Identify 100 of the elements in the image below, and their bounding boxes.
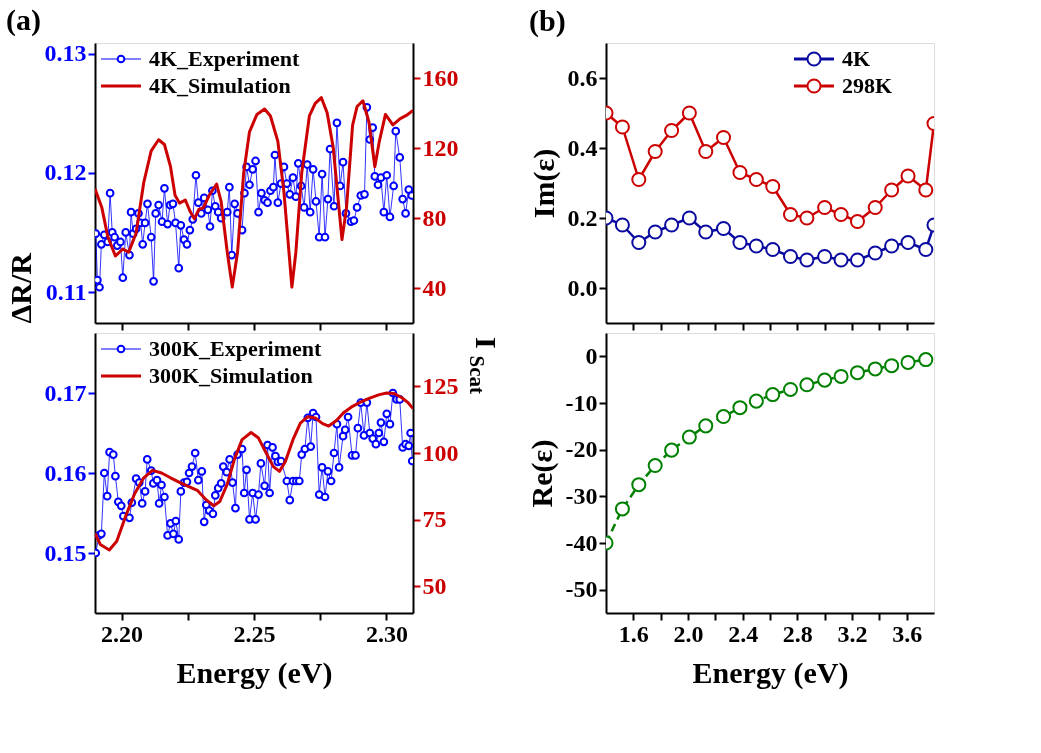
- point: [647, 143, 663, 160]
- y-tick-label: -40: [565, 529, 598, 556]
- point: [918, 241, 934, 258]
- point: [631, 171, 647, 188]
- y-tick-label: 0.15: [44, 539, 87, 566]
- point: [614, 217, 630, 233]
- point: [817, 248, 833, 265]
- y-tick-label: 0.6: [567, 64, 598, 91]
- x-tick-label: 2.8: [782, 620, 813, 647]
- y-tick-label: 0.17: [44, 379, 87, 406]
- y-tick-label: 0: [585, 342, 598, 369]
- y-axis-title: Re(ε): [524, 439, 559, 508]
- point: [884, 182, 900, 198]
- legend-label: 298K: [842, 73, 893, 98]
- y-tick-label: -20: [565, 436, 598, 463]
- point: [782, 248, 799, 265]
- point: [918, 352, 934, 368]
- legend-label: 300K_Experiment: [149, 336, 322, 361]
- point: [884, 358, 900, 374]
- y-tick-label: -50: [565, 576, 598, 603]
- point: [900, 234, 916, 251]
- y-tick-label: -10: [565, 389, 598, 416]
- point: [647, 458, 663, 474]
- point: [681, 105, 697, 121]
- legend-label: 4K_Simulation: [149, 73, 291, 98]
- point: [833, 252, 849, 268]
- point: [664, 122, 680, 139]
- y-tick-label: 0.12: [44, 159, 87, 186]
- point: [614, 119, 630, 135]
- point: [867, 245, 883, 261]
- point: [849, 213, 865, 230]
- point: [631, 477, 647, 493]
- point: [849, 365, 865, 381]
- x-tick-label: 3.6: [892, 620, 923, 647]
- y2-tick-label: 120: [422, 134, 459, 161]
- point: [698, 224, 714, 240]
- point: [782, 206, 799, 223]
- point: [817, 199, 833, 216]
- point: [748, 171, 764, 188]
- x-axis-title: Energy (eV): [176, 655, 333, 690]
- point: [833, 206, 849, 223]
- y-tick-label: 0.0: [567, 274, 598, 301]
- y2-tick-label: 80: [422, 204, 447, 231]
- point: [614, 501, 630, 517]
- point: [817, 372, 833, 388]
- point: [900, 168, 916, 184]
- point: [782, 381, 799, 397]
- y-axis-title: ΔR/R: [3, 252, 37, 324]
- y-tick-label: 0.2: [567, 204, 598, 231]
- x-tick-label: 2.20: [101, 620, 143, 647]
- point: [732, 164, 748, 181]
- y2-tick-label: 50: [422, 572, 447, 599]
- point: [664, 217, 680, 233]
- chart-title: (b): [529, 4, 566, 38]
- point: [799, 377, 815, 393]
- point: [799, 252, 815, 268]
- y-tick-label: 0.11: [45, 278, 87, 305]
- y2-tick-label: 40: [422, 274, 447, 301]
- point: [918, 182, 934, 198]
- y2-tick-label: 160: [422, 64, 459, 91]
- y2-axis-title: IScat: [465, 337, 503, 394]
- x-tick-label: 1.6: [618, 620, 649, 647]
- point: [884, 238, 900, 254]
- point: [716, 129, 732, 146]
- x-axis-title: Energy (eV): [692, 655, 849, 690]
- x-tick-label: 2.4: [728, 620, 759, 647]
- y2-tick-label: 125: [422, 372, 459, 399]
- point: [867, 361, 883, 377]
- y-tick-label: -30: [565, 482, 598, 509]
- legend-label: 4K: [842, 46, 871, 71]
- point: [900, 354, 916, 370]
- y2-tick-label: 100: [422, 439, 459, 466]
- y-axis-title: Im(ε): [526, 148, 561, 219]
- point: [748, 238, 764, 254]
- point: [799, 210, 815, 226]
- point: [732, 234, 748, 251]
- point: [765, 241, 781, 258]
- x-tick-label: 2.0: [673, 620, 704, 647]
- point: [765, 178, 781, 195]
- point: [664, 442, 680, 458]
- point: [681, 210, 697, 226]
- legend-label: 4K_Experiment: [149, 46, 300, 71]
- chart-title: (a): [6, 2, 41, 37]
- point: [732, 400, 748, 416]
- point: [716, 409, 732, 425]
- point: [647, 224, 663, 240]
- x-tick-label: 2.25: [233, 620, 276, 647]
- point: [748, 393, 764, 409]
- point: [698, 143, 714, 160]
- point: [849, 252, 865, 268]
- point: [765, 387, 781, 403]
- x-tick-label: 3.2: [837, 620, 868, 647]
- y-tick-label: 0.16: [44, 459, 87, 486]
- point: [833, 368, 849, 384]
- point: [698, 418, 714, 434]
- point: [867, 199, 883, 216]
- y-tick-label: 0.13: [44, 40, 87, 67]
- point: [681, 429, 697, 445]
- point: [631, 234, 647, 251]
- point: [716, 220, 732, 237]
